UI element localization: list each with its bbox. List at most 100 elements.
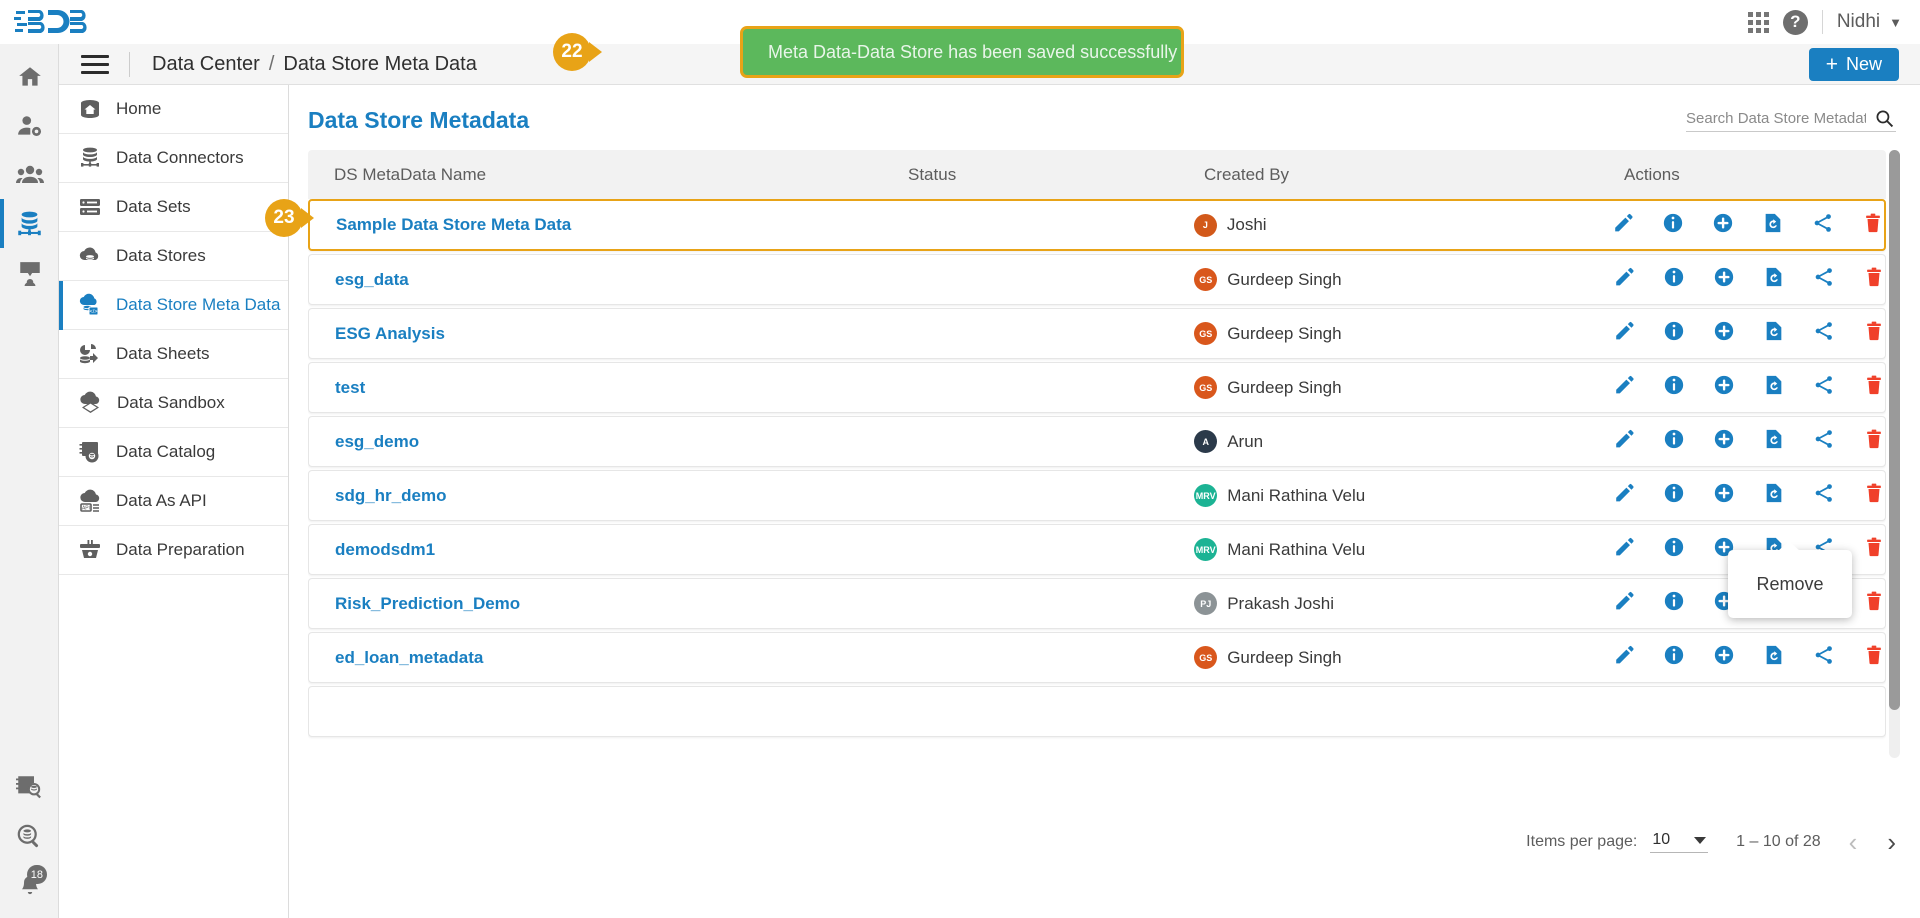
search-icon[interactable] bbox=[1875, 109, 1894, 128]
sidebar-item-data-store-meta-data[interactable]: </> Data Store Meta Data bbox=[59, 281, 288, 330]
rail-item-data-search[interactable] bbox=[0, 763, 59, 812]
sidebar-item-data-sandbox[interactable]: Data Sandbox bbox=[59, 379, 288, 428]
restore-icon[interactable] bbox=[1763, 374, 1785, 401]
apps-grid-icon[interactable] bbox=[1747, 11, 1769, 33]
row-name-link[interactable]: Sample Data Store Meta Data bbox=[336, 215, 572, 234]
row-name-link[interactable]: esg_data bbox=[335, 269, 409, 289]
share-icon[interactable] bbox=[1813, 374, 1835, 401]
breadcrumb-current[interactable]: Data Store Meta Data bbox=[283, 52, 477, 75]
row-name-link[interactable]: ed_loan_metadata bbox=[335, 647, 484, 667]
delete-icon[interactable] bbox=[1863, 644, 1885, 671]
edit-icon[interactable] bbox=[1613, 320, 1635, 347]
info-icon[interactable] bbox=[1663, 536, 1685, 563]
delete-icon[interactable] bbox=[1863, 320, 1885, 347]
items-per-page-select[interactable]: 10 bbox=[1650, 831, 1709, 853]
rail-item-data-center[interactable] bbox=[0, 199, 59, 248]
table-row[interactable]: ed_loan_metadata GS Gurdeep Singh bbox=[308, 632, 1886, 683]
info-icon[interactable] bbox=[1663, 482, 1685, 509]
next-page-button[interactable]: › bbox=[1887, 827, 1896, 857]
add-icon[interactable] bbox=[1712, 212, 1734, 239]
add-icon[interactable] bbox=[1713, 266, 1735, 293]
rail-item-people[interactable] bbox=[0, 150, 59, 199]
scrollbar-thumb[interactable] bbox=[1889, 150, 1900, 710]
sidebar-item-data-preparation[interactable]: Data Preparation bbox=[59, 526, 288, 575]
edit-icon[interactable] bbox=[1612, 212, 1634, 239]
breadcrumb-parent[interactable]: Data Center bbox=[152, 52, 260, 75]
info-icon[interactable] bbox=[1663, 644, 1685, 671]
row-name-link[interactable]: ESG Analysis bbox=[335, 323, 445, 343]
edit-icon[interactable] bbox=[1613, 536, 1635, 563]
delete-icon[interactable] bbox=[1863, 428, 1885, 455]
restore-icon[interactable] bbox=[1763, 644, 1785, 671]
row-name-link[interactable]: test bbox=[335, 377, 366, 397]
info-icon[interactable] bbox=[1663, 428, 1685, 455]
table-row[interactable]: Risk_Prediction_Demo PJ Prakash Joshi bbox=[308, 578, 1886, 629]
sidebar-item-data-stores[interactable]: Data Stores bbox=[59, 232, 288, 281]
edit-icon[interactable] bbox=[1613, 428, 1635, 455]
row-name-link[interactable]: demodsdm1 bbox=[335, 539, 436, 559]
table-row[interactable]: test GS Gurdeep Singh bbox=[308, 362, 1886, 413]
add-icon[interactable] bbox=[1713, 428, 1735, 455]
restore-icon[interactable] bbox=[1762, 212, 1784, 239]
info-icon[interactable] bbox=[1663, 374, 1685, 401]
add-icon[interactable] bbox=[1713, 482, 1735, 509]
info-icon[interactable] bbox=[1663, 266, 1685, 293]
new-button[interactable]: + New bbox=[1808, 47, 1899, 81]
info-icon[interactable] bbox=[1663, 590, 1685, 617]
rail-item-chat-user[interactable] bbox=[0, 248, 59, 297]
add-icon[interactable] bbox=[1713, 320, 1735, 347]
sidebar-item-data-sheets[interactable]: Data Sheets bbox=[59, 330, 288, 379]
menu-toggle-icon[interactable] bbox=[81, 50, 109, 79]
rail-item-home[interactable] bbox=[0, 52, 59, 101]
user-menu[interactable]: Nidhi ▼ bbox=[1837, 11, 1902, 33]
restore-icon[interactable] bbox=[1763, 482, 1785, 509]
table-row[interactable]: sdg_hr_demo MRV Mani Rathina Velu bbox=[308, 470, 1886, 521]
share-icon[interactable] bbox=[1813, 428, 1835, 455]
sidebar-item-data-sets[interactable]: Data Sets bbox=[59, 183, 288, 232]
edit-icon[interactable] bbox=[1613, 266, 1635, 293]
add-icon[interactable] bbox=[1713, 644, 1735, 671]
edit-icon[interactable] bbox=[1613, 482, 1635, 509]
delete-icon[interactable] bbox=[1863, 482, 1885, 509]
delete-icon[interactable] bbox=[1863, 374, 1885, 401]
row-name-link[interactable]: esg_demo bbox=[335, 431, 420, 451]
search-box[interactable] bbox=[1686, 109, 1896, 132]
share-icon[interactable] bbox=[1812, 212, 1834, 239]
edit-icon[interactable] bbox=[1613, 644, 1635, 671]
delete-icon[interactable] bbox=[1863, 590, 1885, 617]
restore-icon[interactable] bbox=[1763, 266, 1785, 293]
rail-item-user-settings[interactable] bbox=[0, 101, 59, 150]
add-icon[interactable] bbox=[1713, 374, 1735, 401]
sidebar-item-data-as-api[interactable]: API Data As API bbox=[59, 477, 288, 526]
delete-icon[interactable] bbox=[1863, 536, 1885, 563]
edit-icon[interactable] bbox=[1613, 590, 1635, 617]
edit-icon[interactable] bbox=[1613, 374, 1635, 401]
row-name-link[interactable]: Risk_Prediction_Demo bbox=[335, 593, 521, 613]
restore-icon[interactable] bbox=[1763, 428, 1785, 455]
row-name-link[interactable]: sdg_hr_demo bbox=[335, 485, 447, 505]
info-icon[interactable] bbox=[1662, 212, 1684, 239]
sidebar-item-data-connectors[interactable]: Data Connectors bbox=[59, 134, 288, 183]
sidebar-item-home[interactable]: Home bbox=[59, 85, 288, 134]
table-row[interactable] bbox=[308, 686, 1886, 737]
share-icon[interactable] bbox=[1813, 320, 1835, 347]
table-row[interactable]: ESG Analysis GS Gurdeep Singh bbox=[308, 308, 1886, 359]
rail-item-notifications[interactable]: 18 bbox=[0, 861, 59, 910]
share-icon[interactable] bbox=[1813, 266, 1835, 293]
table-scrollbar[interactable] bbox=[1889, 150, 1900, 758]
share-icon[interactable] bbox=[1813, 644, 1835, 671]
delete-icon[interactable] bbox=[1862, 212, 1884, 239]
search-input[interactable] bbox=[1686, 110, 1866, 127]
table-row[interactable]: Sample Data Store Meta Data J Joshi bbox=[308, 199, 1886, 251]
previous-page-button[interactable]: ‹ bbox=[1848, 827, 1858, 857]
bdb-logo[interactable] bbox=[14, 7, 92, 37]
share-icon[interactable] bbox=[1813, 482, 1835, 509]
delete-icon[interactable] bbox=[1863, 266, 1885, 293]
sidebar-item-data-catalog[interactable]: Data Catalog bbox=[59, 428, 288, 477]
rail-item-magnifier[interactable] bbox=[0, 812, 59, 861]
help-icon[interactable]: ? bbox=[1782, 9, 1808, 35]
table-row[interactable]: esg_data GS Gurdeep Singh bbox=[308, 254, 1886, 305]
info-icon[interactable] bbox=[1663, 320, 1685, 347]
restore-icon[interactable] bbox=[1763, 320, 1785, 347]
table-row[interactable]: demodsdm1 MRV Mani Rathina Velu bbox=[308, 524, 1886, 575]
